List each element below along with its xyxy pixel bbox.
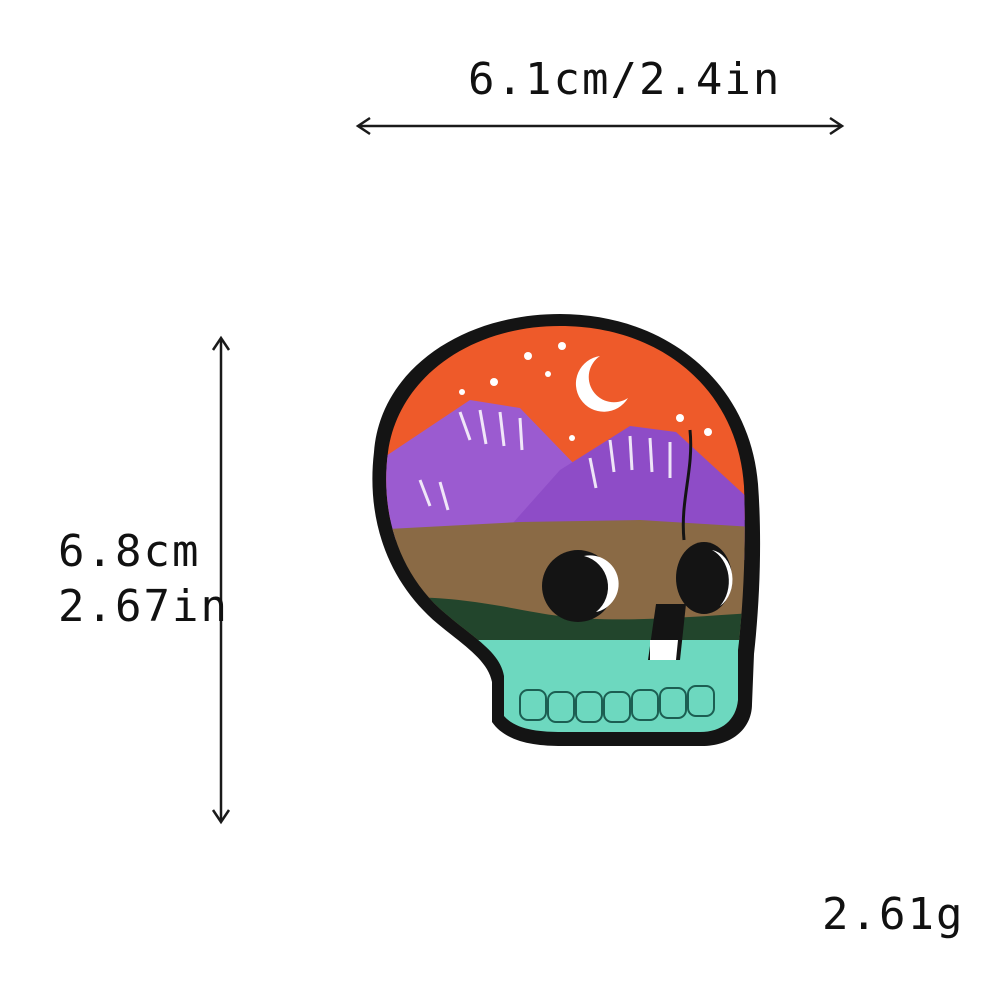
height-in-label: 2.67in [58,581,229,632]
weight-label: 2.61g [822,889,965,940]
height-arrow [211,335,231,825]
crack [681,429,693,541]
eye-right [676,542,733,614]
mountain-snow [418,409,672,511]
height-cm-label: 6.8cm [58,526,201,577]
stars [459,342,712,441]
width-arrow [355,116,845,136]
moon-icon [575,356,628,412]
width-label: 6.1cm/2.4in [468,54,782,105]
nose [648,604,686,660]
teeth [519,685,715,723]
skull-patch [372,314,761,746]
eye-left [542,550,619,622]
